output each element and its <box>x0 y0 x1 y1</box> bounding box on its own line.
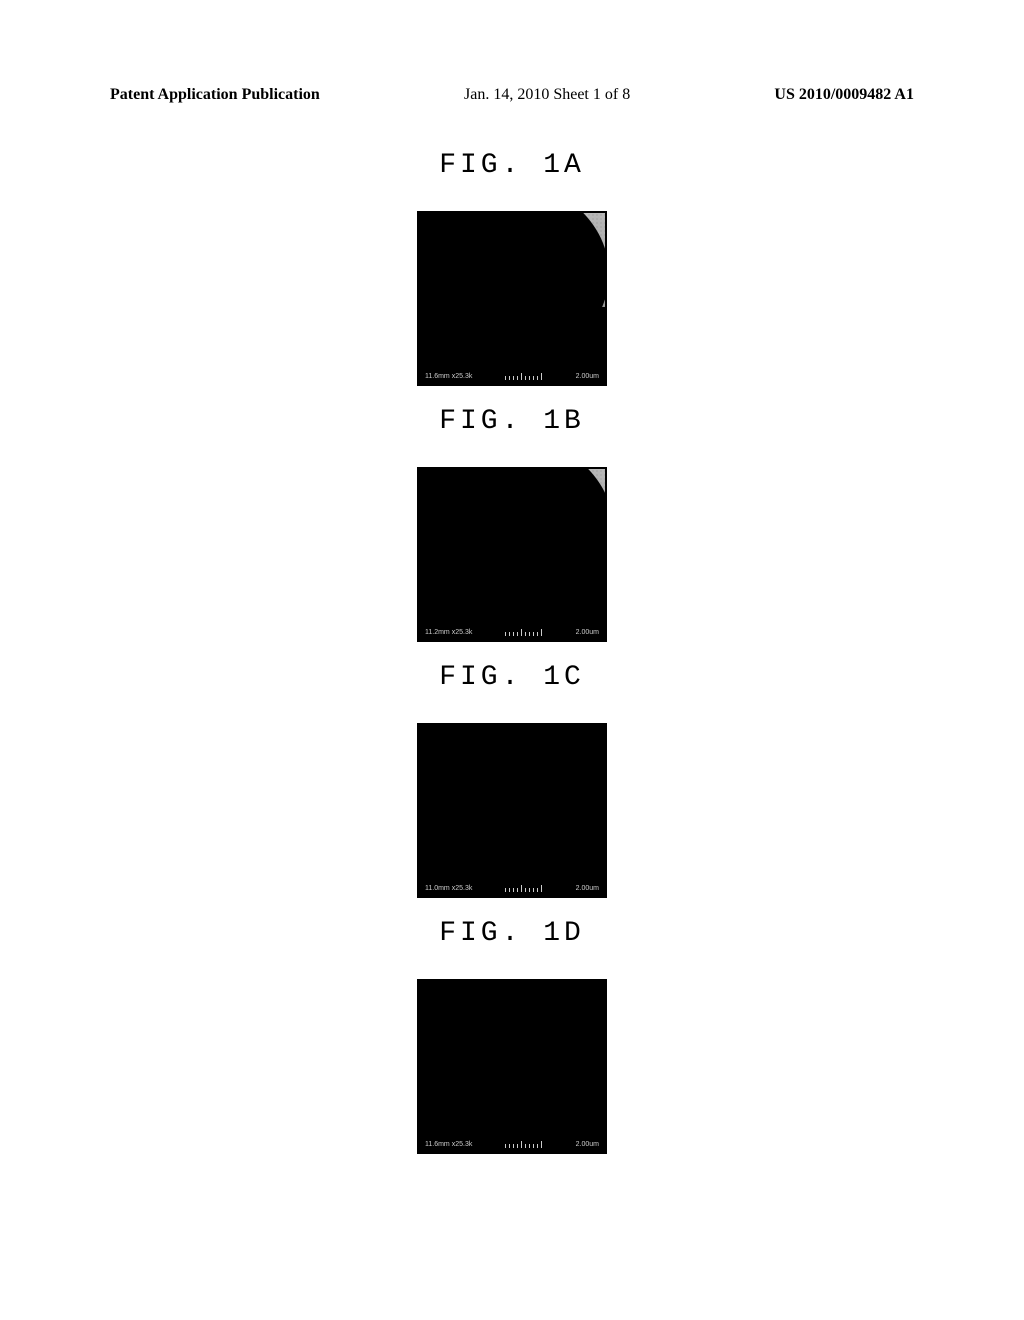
figure-1c-image: 11.0mm x25.3k 2.00um <box>417 723 607 898</box>
header-publication: Patent Application Publication <box>110 86 320 104</box>
scale-right-text: 2.00um <box>576 629 599 636</box>
scale-left-text: 11.0mm x25.3k <box>425 885 472 892</box>
sem-scale-bar: 11.6mm x25.3k 2.00um <box>419 1136 605 1152</box>
scale-ticks <box>505 1141 542 1148</box>
figure-1b-block: FIG. 1B 11.2mm x25.3k 2.00um <box>417 406 607 642</box>
scale-left-text: 11.6mm x25.3k <box>425 373 472 380</box>
figure-1b-image: 11.2mm x25.3k 2.00um <box>417 467 607 642</box>
sem-scale-bar: 11.6mm x25.3k 2.00um <box>419 368 605 384</box>
header-date-sheet: Jan. 14, 2010 Sheet 1 of 8 <box>464 86 630 104</box>
scale-ticks <box>505 373 542 380</box>
figures-container: FIG. 1A 11.6mm x25.3k 2.00um FIG. 1B 11.… <box>0 150 1024 1174</box>
sem-dark-shape <box>417 723 607 888</box>
scale-left-text: 11.6mm x25.3k <box>425 1141 472 1148</box>
scale-right-text: 2.00um <box>576 1141 599 1148</box>
scale-right-text: 2.00um <box>576 373 599 380</box>
figure-1d-label: FIG. 1D <box>439 918 585 949</box>
sem-scale-bar: 11.2mm x25.3k 2.00um <box>419 624 605 640</box>
scale-ticks <box>505 629 542 636</box>
figure-1d-image: 11.6mm x25.3k 2.00um <box>417 979 607 1154</box>
figure-1d-block: FIG. 1D 11.6mm x25.3k 2.00um <box>417 918 607 1154</box>
figure-1b-label: FIG. 1B <box>439 406 585 437</box>
figure-1a-image: 11.6mm x25.3k 2.00um <box>417 211 607 386</box>
figure-1a-label: FIG. 1A <box>439 150 585 181</box>
scale-right-text: 2.00um <box>576 885 599 892</box>
figure-1a-block: FIG. 1A 11.6mm x25.3k 2.00um <box>417 150 607 386</box>
sem-scale-bar: 11.0mm x25.3k 2.00um <box>419 880 605 896</box>
figure-1c-block: FIG. 1C 11.0mm x25.3k 2.00um <box>417 662 607 898</box>
sem-dark-shape <box>417 979 607 1147</box>
scale-ticks <box>505 885 542 892</box>
figure-1c-label: FIG. 1C <box>439 662 585 693</box>
header-patent-number: US 2010/0009482 A1 <box>774 86 914 104</box>
page-header: Patent Application Publication Jan. 14, … <box>0 86 1024 104</box>
scale-left-text: 11.2mm x25.3k <box>425 629 472 636</box>
